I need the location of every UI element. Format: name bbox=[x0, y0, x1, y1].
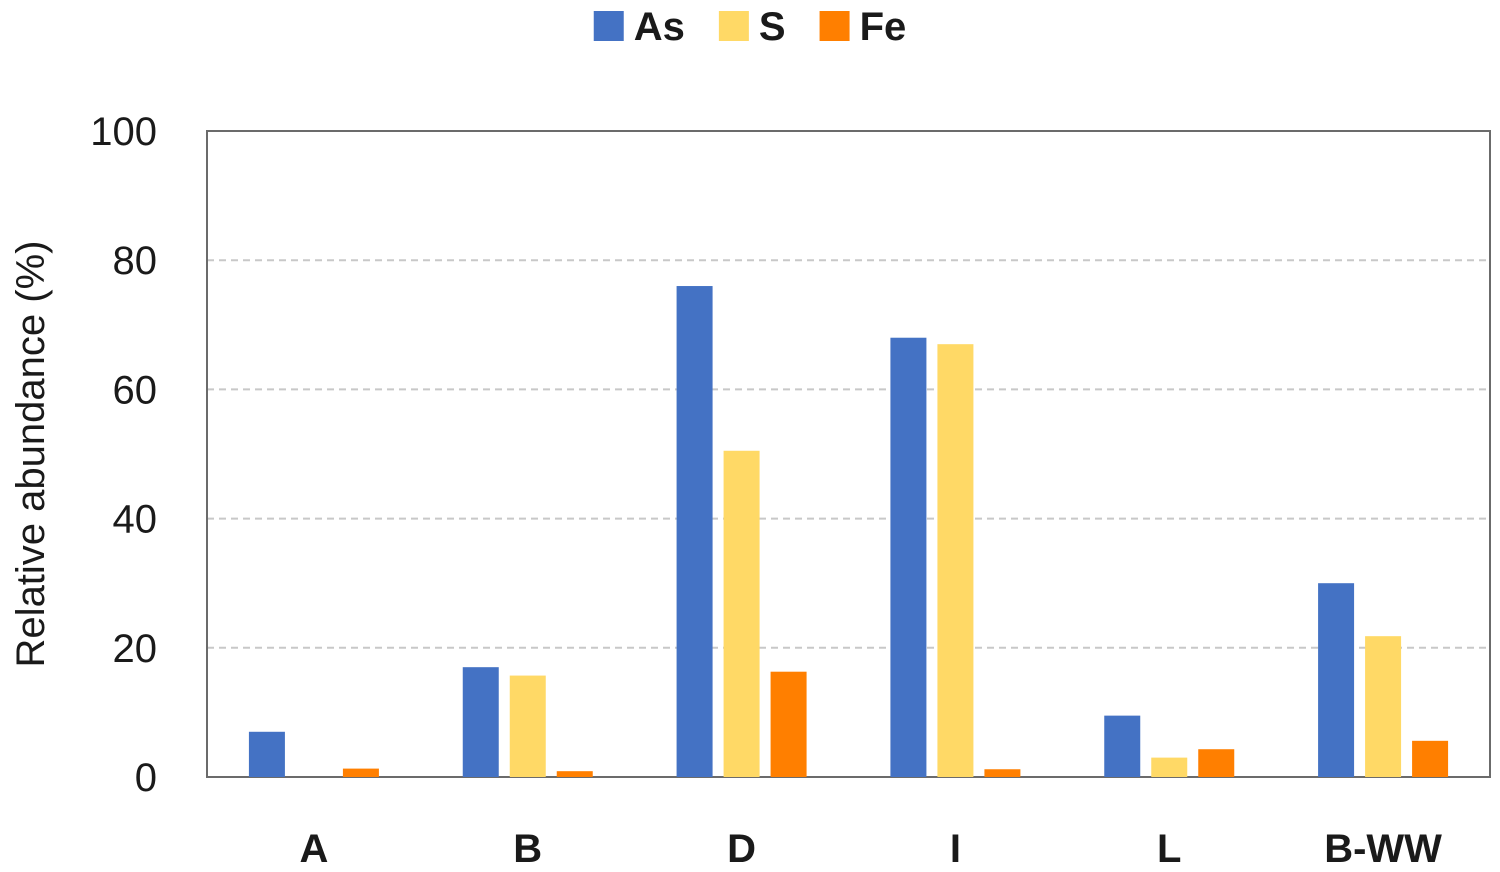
plot-area bbox=[206, 130, 1491, 778]
bar-as-b bbox=[462, 667, 499, 777]
y-tick-label: 100 bbox=[90, 110, 157, 154]
legend: As S Fe bbox=[593, 5, 907, 49]
bars bbox=[248, 286, 1449, 777]
y-tick-label: 0 bbox=[135, 756, 157, 800]
x-tick-label: B bbox=[513, 827, 542, 871]
bar-s-d bbox=[723, 450, 760, 777]
bar-as-i bbox=[890, 337, 927, 777]
y-axis-ticks: 0 20 40 60 80 100 bbox=[90, 110, 157, 800]
y-tick-label: 40 bbox=[113, 498, 158, 542]
bar-fe-a bbox=[342, 768, 379, 777]
bar-fe-i bbox=[984, 769, 1021, 777]
bar-fe-b bbox=[556, 771, 593, 777]
legend-swatch-fe bbox=[819, 11, 850, 41]
legend-label-s: S bbox=[759, 5, 786, 49]
bar-s-b-ww bbox=[1365, 636, 1402, 777]
legend-swatch-s bbox=[718, 11, 749, 41]
bar-fe-l bbox=[1198, 749, 1235, 777]
legend-label-fe: Fe bbox=[860, 5, 907, 49]
x-axis-ticks: A B D I L B-WW bbox=[299, 827, 1442, 871]
x-tick-label: A bbox=[299, 827, 328, 871]
legend-swatch-as bbox=[593, 11, 624, 41]
x-tick-label: B-WW bbox=[1324, 827, 1442, 871]
bar-as-l bbox=[1104, 715, 1141, 777]
y-tick-label: 20 bbox=[113, 627, 158, 671]
y-tick-label: 60 bbox=[113, 368, 158, 412]
bar-as-b-ww bbox=[1318, 583, 1355, 777]
bar-as-d bbox=[676, 286, 713, 777]
x-tick-label: L bbox=[1157, 827, 1181, 871]
bar-fe-b-ww bbox=[1412, 740, 1449, 777]
bar-s-l bbox=[1151, 757, 1188, 777]
x-tick-label: I bbox=[950, 827, 961, 871]
bar-fe-d bbox=[770, 671, 807, 777]
bar-s-b bbox=[509, 675, 546, 777]
y-tick-label: 80 bbox=[113, 239, 158, 283]
bar-s-i bbox=[937, 344, 974, 777]
y-axis-title: Relative abundance (%) bbox=[9, 241, 53, 668]
gridlines bbox=[207, 259, 1490, 649]
x-tick-label: D bbox=[727, 827, 756, 871]
bar-as-a bbox=[248, 731, 285, 777]
legend-label-as: As bbox=[634, 5, 685, 49]
